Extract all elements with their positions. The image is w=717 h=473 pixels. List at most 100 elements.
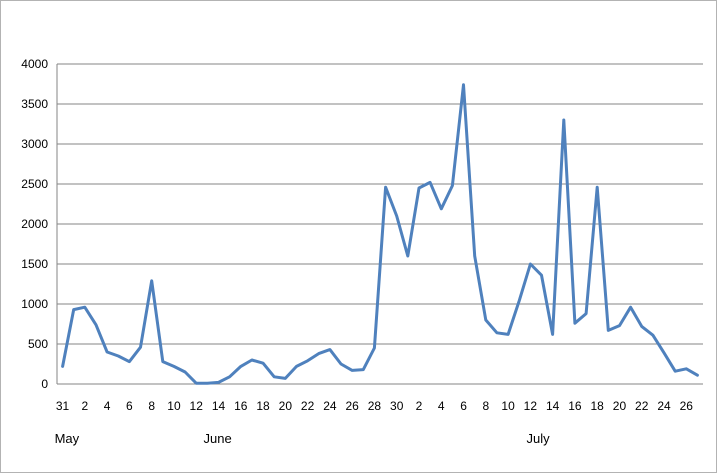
data-point xyxy=(328,348,331,351)
data-point xyxy=(529,263,532,266)
x-tick-label: 22 xyxy=(301,399,315,413)
y-tick-label: 500 xyxy=(28,337,48,351)
data-point xyxy=(94,323,97,326)
data-point xyxy=(518,299,521,302)
x-tick-label: 6 xyxy=(126,399,133,413)
data-point xyxy=(295,365,298,368)
y-tick-label: 1000 xyxy=(21,297,48,311)
data-point xyxy=(540,274,543,277)
data-point xyxy=(440,207,443,210)
x-tick-label: 26 xyxy=(345,399,359,413)
y-tick-label: 3000 xyxy=(21,137,48,151)
data-point xyxy=(351,369,354,372)
data-point xyxy=(206,382,209,385)
x-tick-label: 2 xyxy=(416,399,423,413)
data-point xyxy=(150,279,153,282)
data-point xyxy=(495,331,498,334)
data-point xyxy=(429,181,432,184)
data-point xyxy=(172,365,175,368)
x-tick-label: 26 xyxy=(680,399,694,413)
data-point xyxy=(161,360,164,363)
data-point xyxy=(384,186,387,189)
month-label: May xyxy=(55,431,80,446)
series-line xyxy=(61,83,699,385)
x-tick-label: 8 xyxy=(482,399,489,413)
x-tick-label: 4 xyxy=(104,399,111,413)
x-tick-label: 20 xyxy=(279,399,293,413)
data-point xyxy=(629,306,632,309)
y-tick-label: 2500 xyxy=(21,177,48,191)
data-point xyxy=(373,347,376,350)
x-tick-label: 24 xyxy=(323,399,337,413)
data-point xyxy=(562,119,565,122)
data-point xyxy=(618,324,621,327)
x-tick-label: 14 xyxy=(546,399,560,413)
x-tick-label: 22 xyxy=(635,399,649,413)
data-point xyxy=(362,368,365,371)
x-tick-label: 12 xyxy=(524,399,538,413)
data-point xyxy=(451,184,454,187)
x-tick-label: 2 xyxy=(82,399,89,413)
x-tick-label: 4 xyxy=(438,399,445,413)
data-point xyxy=(72,308,75,311)
data-point xyxy=(250,359,253,362)
data-point xyxy=(317,352,320,355)
data-point xyxy=(696,374,699,377)
x-tick-label: 24 xyxy=(657,399,671,413)
data-point xyxy=(551,333,554,336)
data-point xyxy=(607,329,610,332)
x-tick-label: 18 xyxy=(256,399,270,413)
data-point xyxy=(417,187,420,190)
data-point xyxy=(239,365,242,368)
x-tick-label: 12 xyxy=(190,399,204,413)
data-point xyxy=(139,346,142,349)
data-point xyxy=(585,312,588,315)
data-point xyxy=(674,370,677,373)
x-tick-label: 10 xyxy=(501,399,515,413)
data-point xyxy=(117,355,120,358)
data-point xyxy=(484,319,487,322)
data-point xyxy=(83,306,86,309)
data-point xyxy=(128,360,131,363)
data-point xyxy=(262,362,265,365)
month-label: June xyxy=(204,431,232,446)
y-tick-label: 2000 xyxy=(21,217,48,231)
data-point xyxy=(640,325,643,328)
data-point xyxy=(406,255,409,258)
x-tick-label: 14 xyxy=(212,399,226,413)
data-point xyxy=(596,186,599,189)
data-point xyxy=(685,367,688,370)
data-point xyxy=(573,322,576,325)
data-point xyxy=(284,377,287,380)
y-tick-label: 0 xyxy=(41,377,48,391)
y-tick-label: 4000 xyxy=(21,57,48,71)
data-point xyxy=(340,363,343,366)
x-tick-label: 10 xyxy=(167,399,181,413)
x-tick-label: 6 xyxy=(460,399,467,413)
month-label: July xyxy=(527,431,551,446)
data-point xyxy=(106,351,109,354)
data-point xyxy=(184,371,187,374)
x-tick-label: 30 xyxy=(390,399,404,413)
data-point xyxy=(462,83,465,86)
data-point xyxy=(61,365,64,368)
x-tick-label: 31 xyxy=(56,399,70,413)
data-point xyxy=(663,351,666,354)
x-tick-label: 16 xyxy=(234,399,248,413)
data-point xyxy=(228,375,231,378)
y-tick-label: 3500 xyxy=(21,97,48,111)
data-point xyxy=(273,375,276,378)
data-point xyxy=(473,255,476,258)
y-tick-label: 1500 xyxy=(21,257,48,271)
x-tick-label: 18 xyxy=(591,399,605,413)
x-tick-label: 28 xyxy=(368,399,382,413)
data-point xyxy=(395,215,398,218)
x-tick-label: 20 xyxy=(613,399,627,413)
data-point xyxy=(217,381,220,384)
data-point xyxy=(195,382,198,385)
x-tick-label: 16 xyxy=(568,399,582,413)
data-point xyxy=(507,333,510,336)
data-point xyxy=(306,359,309,362)
